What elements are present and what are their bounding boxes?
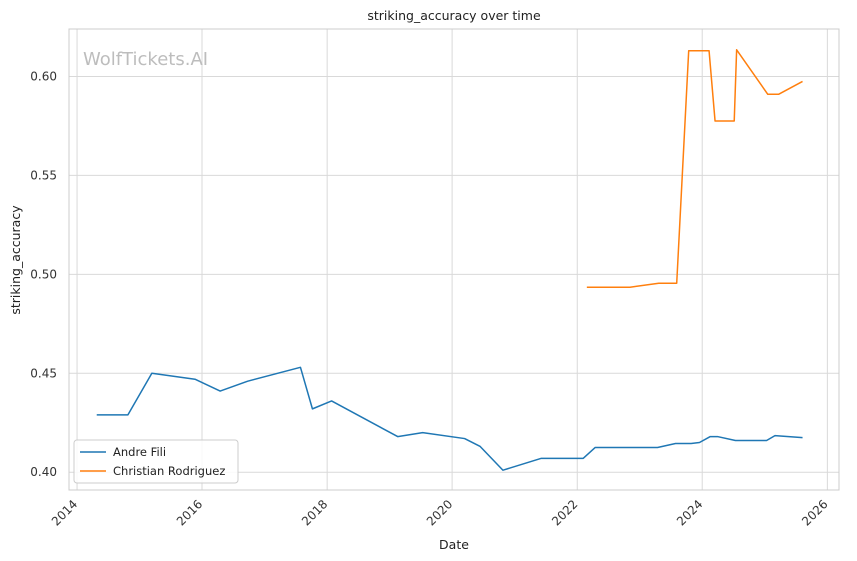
y-tick-label: 0.50	[30, 267, 57, 281]
legend-box	[73, 439, 239, 484]
chart-title: striking_accuracy over time	[367, 8, 541, 23]
data-point-andre-fili	[675, 443, 677, 445]
series-layer	[96, 49, 804, 471]
data-point-andre-fili	[734, 440, 736, 442]
data-point-andre-fili	[582, 457, 584, 459]
data-point-andre-fili	[422, 432, 424, 434]
data-point-christian-rodriguez	[629, 286, 631, 288]
data-point-andre-fili	[96, 414, 98, 416]
data-point-andre-fili	[774, 435, 776, 437]
y-tick-label: 0.45	[30, 366, 57, 380]
data-point-andre-fili	[299, 366, 301, 368]
data-point-andre-fili	[657, 446, 659, 448]
data-point-andre-fili	[540, 457, 542, 459]
data-point-andre-fili	[311, 408, 313, 410]
data-point-christian-rodriguez	[736, 49, 738, 51]
y-axis-ticks: 0.40 0.45 0.50 0.55 0.60	[30, 69, 57, 479]
data-point-andre-fili	[594, 446, 596, 448]
data-point-christian-rodriguez	[778, 93, 780, 95]
data-point-christian-rodriguez	[676, 282, 678, 284]
data-point-christian-rodriguez	[688, 50, 690, 52]
data-point-andre-fili	[331, 400, 333, 402]
x-axis-label: Date	[439, 537, 469, 552]
legend: Andre Fili Christian Rodriguez	[73, 439, 239, 484]
data-point-andre-fili	[690, 443, 692, 445]
y-tick-label: 0.55	[30, 168, 57, 182]
data-point-andre-fili	[502, 469, 504, 471]
data-point-christian-rodriguez	[767, 93, 769, 95]
legend-label-andre-fili: Andre Fili	[113, 445, 166, 459]
plot-area-border	[68, 28, 840, 491]
watermark-text: WolfTickets.AI	[83, 49, 208, 70]
series-line-andre-fili	[96, 366, 803, 471]
data-point-andre-fili	[397, 436, 399, 438]
data-point-andre-fili	[151, 372, 153, 374]
data-point-andre-fili	[247, 380, 249, 382]
data-point-andre-fili	[698, 442, 700, 444]
data-point-christian-rodriguez	[708, 50, 710, 52]
data-point-andre-fili	[802, 437, 804, 439]
data-point-christian-rodriguez	[802, 80, 804, 82]
data-point-andre-fili	[194, 378, 196, 380]
data-point-andre-fili	[479, 445, 481, 447]
y-tick-label: 0.40	[30, 465, 57, 479]
data-point-christian-rodriguez	[714, 120, 716, 122]
y-tick-label: 0.60	[30, 69, 57, 83]
legend-label-christian-rodriguez: Christian Rodriguez	[113, 464, 225, 478]
data-point-andre-fili	[127, 414, 129, 416]
data-point-andre-fili	[219, 390, 221, 392]
data-point-andre-fili	[464, 438, 466, 440]
data-point-andre-fili	[716, 436, 718, 438]
data-point-christian-rodriguez	[658, 282, 660, 284]
series-line-christian-rodriguez	[586, 49, 803, 288]
y-axis-label: striking_accuracy	[8, 205, 23, 315]
data-point-christian-rodriguez	[733, 120, 735, 122]
data-point-andre-fili	[766, 440, 768, 442]
data-point-andre-fili	[709, 436, 711, 438]
data-point-christian-rodriguez	[586, 286, 588, 288]
